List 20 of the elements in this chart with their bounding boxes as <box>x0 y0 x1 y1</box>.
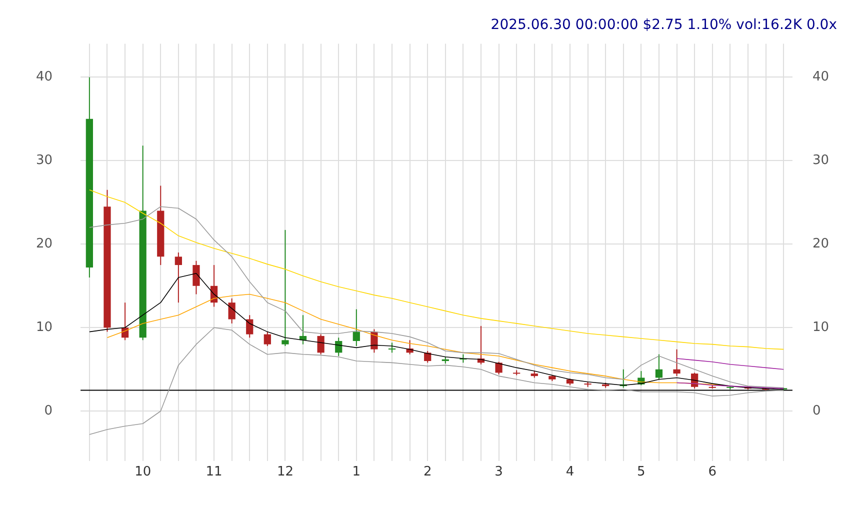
y-tick-label: 10 <box>36 320 53 336</box>
x-tick-label: 12 <box>276 464 294 480</box>
y-tick-label: 40 <box>36 70 53 85</box>
x-tick-label: 5 <box>637 464 646 480</box>
x-tick-label: 1 <box>352 464 361 480</box>
y-tick-label: 30 <box>36 153 53 168</box>
y-tick-label: 20 <box>36 236 53 252</box>
y2-tick-label: 0 <box>812 403 821 418</box>
y2-tick-label: 30 <box>812 153 830 168</box>
y2-tick-label: 40 <box>812 70 830 85</box>
chart-title: 2025.06.30 00:00:00 $2.75 1.10% vol:16.2K 0.0x <box>490 17 837 33</box>
y2-tick-label: 10 <box>812 320 830 336</box>
x-tick-label: 6 <box>708 464 717 480</box>
x-tick-label: 10 <box>134 464 152 480</box>
y2-tick-label: 20 <box>812 236 830 252</box>
x-tick-label: 4 <box>566 464 574 480</box>
y-tick-label: 0 <box>44 403 53 418</box>
x-tick-label: 11 <box>206 464 222 480</box>
x-tick-label: 2 <box>423 464 432 480</box>
x-tick-label: 3 <box>494 464 503 480</box>
